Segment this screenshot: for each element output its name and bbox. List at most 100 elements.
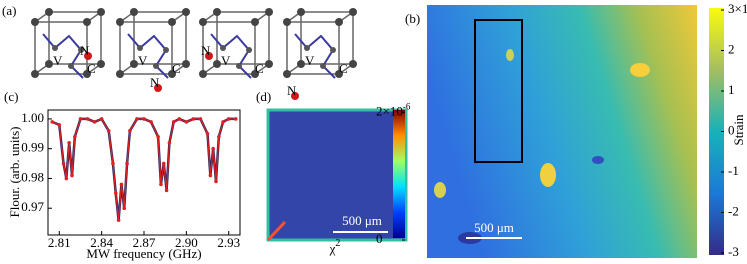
data-point — [184, 120, 189, 124]
x-tick-label: 2.87 — [133, 235, 156, 250]
data-point — [208, 173, 213, 178]
colorbar-label: Strain — [731, 114, 746, 146]
data-point — [177, 117, 182, 121]
unit-cell: NV C — [116, 8, 190, 92]
atom — [220, 45, 226, 51]
atom — [251, 70, 259, 78]
data-point — [67, 140, 71, 145]
tick-label: 3×10 — [728, 1, 747, 16]
atom-label: C — [255, 61, 264, 76]
atom — [52, 45, 58, 51]
atom-label: N — [287, 83, 297, 98]
data-point — [191, 117, 196, 121]
atom — [199, 18, 207, 26]
tick-label: -1 — [728, 163, 739, 178]
unit-cell: NV C — [283, 8, 357, 100]
data-point — [119, 182, 124, 187]
unit-cell: NV C — [199, 8, 273, 79]
data-point — [50, 120, 55, 124]
atom-label: V — [221, 53, 231, 68]
x-tick-label: 2.93 — [217, 235, 240, 250]
atom — [320, 63, 326, 69]
atom — [335, 18, 343, 26]
nitrogen-atom — [291, 92, 299, 100]
scale-bar-label: 500 μm — [474, 220, 514, 235]
atom — [168, 70, 176, 78]
panel-label: (b) — [405, 11, 420, 26]
data-point — [73, 134, 77, 139]
atom — [153, 63, 159, 69]
atom-label: V — [138, 53, 148, 68]
x-tick-label: 2.84 — [90, 235, 113, 250]
atom — [130, 8, 138, 16]
panel-label: (c) — [4, 89, 18, 104]
chi2-map — [266, 108, 408, 242]
colorbar-tick-label: -3 — [728, 244, 739, 259]
y-tick-label: 0.98 — [21, 169, 44, 184]
atom — [304, 45, 310, 51]
data-point — [198, 117, 203, 121]
colorbar-tick-label: 2×10-6 — [376, 101, 411, 118]
tick-label: 1 — [728, 82, 735, 97]
panel-label: (d) — [256, 89, 271, 104]
data-point — [111, 161, 115, 166]
symbol: χ — [329, 241, 336, 256]
colorbar-label: χ2 — [329, 238, 341, 256]
colorbar-tick-label: 0 — [376, 231, 383, 246]
y-tick-label: 0.97 — [21, 199, 44, 214]
nitrogen-atom — [154, 84, 162, 92]
atom — [83, 70, 91, 78]
data-point — [99, 117, 104, 121]
data-point — [156, 134, 160, 139]
data-point — [205, 132, 210, 136]
data-point — [70, 173, 74, 178]
data-point — [161, 161, 166, 166]
superscript: 2 — [335, 238, 340, 249]
atom-label: N — [80, 43, 90, 58]
colorbar — [709, 8, 724, 255]
data-point — [171, 120, 176, 124]
data-point — [233, 117, 238, 121]
y-tick-label: 1.00 — [21, 110, 44, 125]
colorbar-tick-label: -2 — [728, 203, 739, 218]
atom-label: C — [87, 61, 96, 76]
atom — [97, 8, 105, 16]
atom — [297, 60, 305, 68]
map-edge — [266, 220, 287, 242]
data-point — [106, 129, 111, 133]
y-tick-label: 0.99 — [21, 140, 44, 155]
data-point — [167, 140, 172, 145]
atom — [283, 18, 291, 26]
strain-map — [427, 5, 697, 258]
roi-box — [474, 19, 523, 163]
atom — [45, 8, 53, 16]
atom — [78, 47, 84, 53]
atom — [213, 60, 221, 68]
scale-bar-label: 500 μm — [342, 213, 382, 228]
atom — [163, 47, 169, 53]
data-point — [116, 218, 121, 222]
data-point — [78, 117, 83, 121]
atom — [116, 18, 124, 26]
tick-label: 2×10 — [376, 103, 403, 118]
atom-label: N — [201, 43, 211, 58]
tick-label: -2 — [728, 203, 739, 218]
tick-label: 0 — [376, 231, 383, 246]
atom-label: V — [305, 53, 315, 68]
panel-label: (a) — [2, 3, 16, 18]
atom — [330, 47, 336, 53]
nitrogen-atom — [84, 52, 92, 60]
atom — [236, 63, 242, 69]
data-line — [52, 118, 236, 221]
colorbar-tick-label: 0 — [728, 122, 735, 137]
data-point — [164, 188, 169, 193]
data-point — [64, 176, 69, 181]
data-point — [226, 117, 231, 121]
atom — [116, 70, 124, 78]
colorbar-tick-label: 2 — [728, 42, 735, 57]
atom — [265, 60, 273, 68]
atom — [265, 8, 273, 16]
atom-label: C — [339, 61, 348, 76]
atom — [246, 47, 252, 53]
atom — [251, 18, 259, 26]
